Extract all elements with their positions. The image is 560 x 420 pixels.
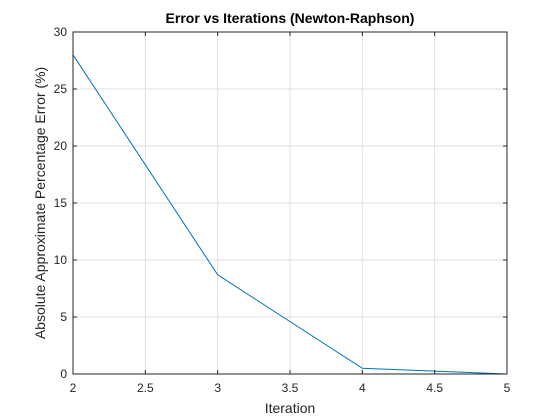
x-axis-label: Iteration: [265, 400, 316, 416]
x-tick-label: 5: [504, 381, 511, 395]
x-tick-label: 2: [70, 381, 77, 395]
y-tick-label: 25: [54, 82, 68, 96]
x-tick-label: 3.5: [282, 381, 299, 395]
x-tick-label: 4: [359, 381, 366, 395]
x-axis-ticks: 2 2.5 3 3.5 4 4.5 5: [70, 32, 511, 395]
y-tick-label: 10: [54, 253, 68, 267]
y-tick-label: 15: [54, 196, 68, 210]
y-tick-label: 0: [60, 367, 67, 381]
x-tick-label: 2.5: [137, 381, 154, 395]
y-axis-label: Absolute Approximate Percentage Error (%…: [32, 67, 48, 339]
x-tick-label: 4.5: [426, 381, 443, 395]
chart-title: Error vs Iterations (Newton-Raphson): [166, 10, 415, 26]
y-tick-label: 30: [54, 25, 68, 39]
x-tick-label: 3: [214, 381, 221, 395]
y-tick-label: 5: [60, 310, 67, 324]
y-tick-label: 20: [54, 139, 68, 153]
y-axis-ticks: 0 5 10 15 20 25 30: [54, 25, 507, 381]
